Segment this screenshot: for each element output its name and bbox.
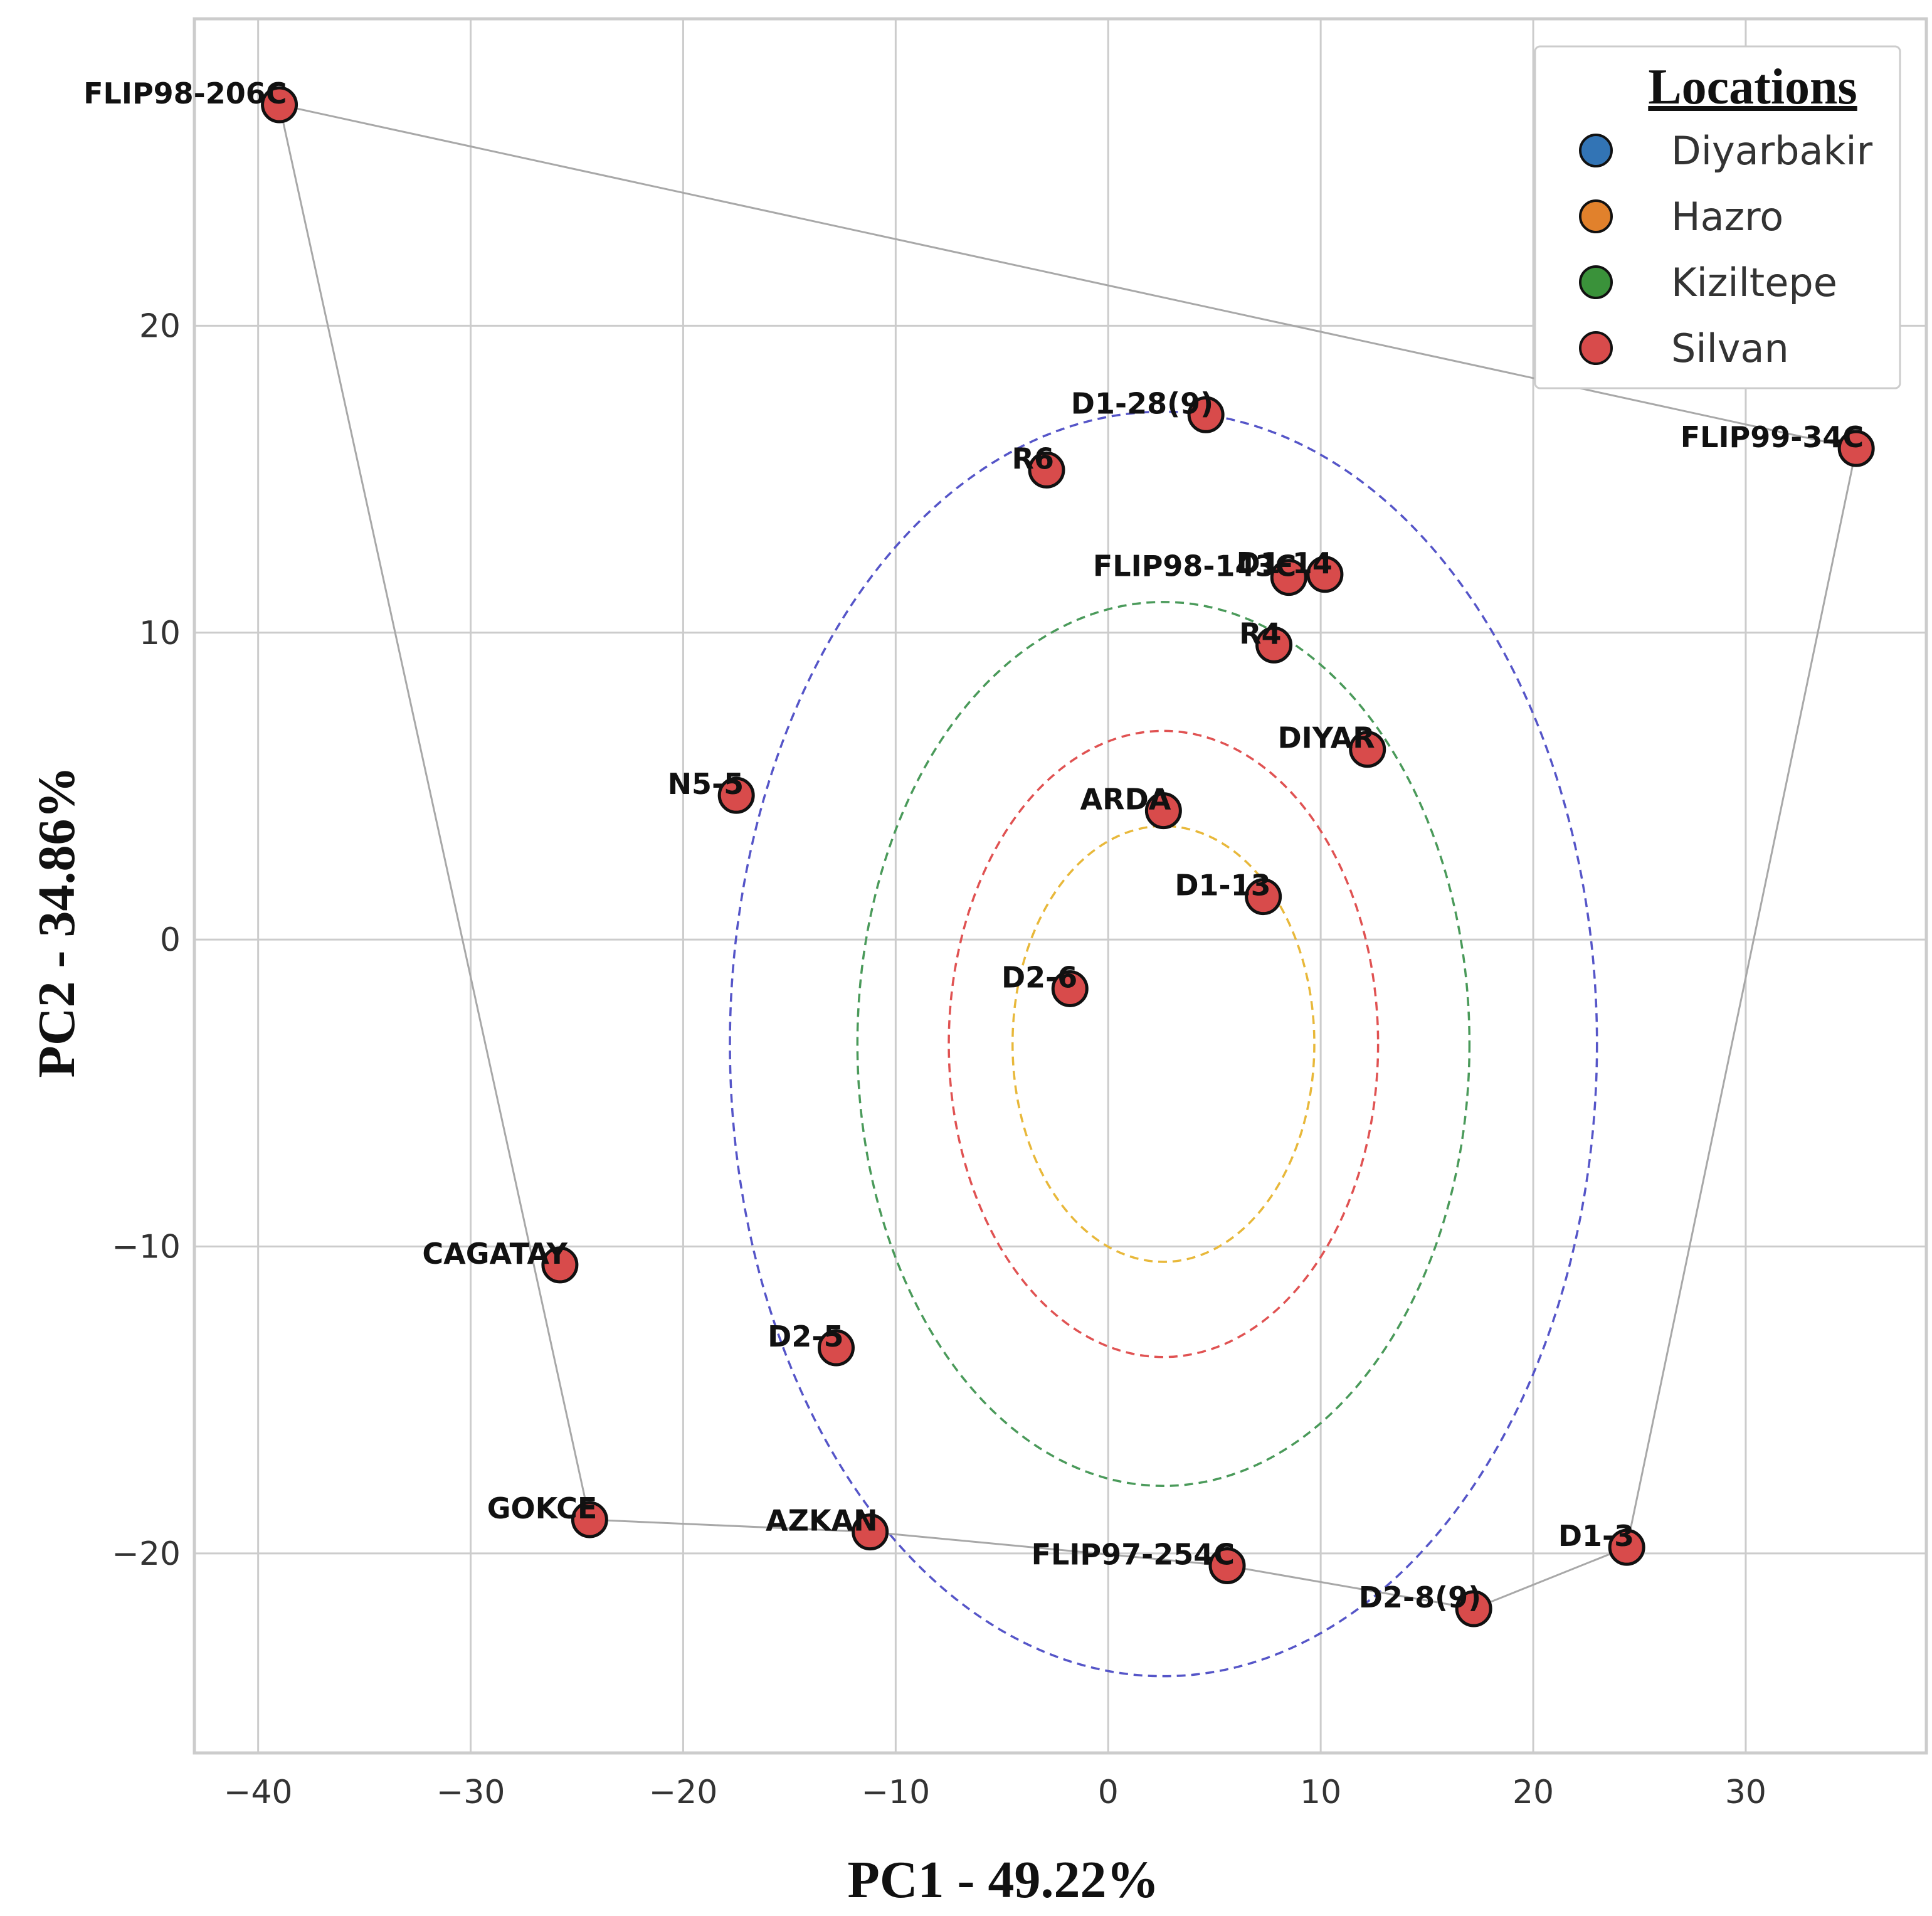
hull-line <box>278 103 1857 1610</box>
x-axis-title: PC1 - 49.22% <box>848 1851 1159 1909</box>
y-axis-title: PC2 - 34.86% <box>28 766 86 1078</box>
y-tick-label: −20 <box>112 1535 181 1573</box>
legend-marker <box>1579 199 1613 233</box>
x-tick-label: −10 <box>861 1774 930 1811</box>
data-point <box>1608 1528 1645 1566</box>
legend-entries: Diyarbakir Hazro Kiziltepe Silvan <box>1579 128 1873 371</box>
point-label: FLIP98-143C <box>1093 549 1296 583</box>
x-tick-label: −20 <box>649 1774 718 1811</box>
data-point <box>1349 731 1386 768</box>
legend-label: Hazro <box>1671 194 1783 240</box>
data-point <box>1306 556 1344 593</box>
confidence-ellipse <box>948 729 1380 1358</box>
convex-hull <box>278 103 1857 1610</box>
x-tick-label: 10 <box>1300 1774 1341 1811</box>
confidence-ellipses <box>729 410 1598 1678</box>
data-point <box>852 1513 889 1551</box>
legend-box <box>1534 45 1901 389</box>
point-label: FLIP99-34C <box>1681 420 1864 454</box>
data-point <box>1051 970 1089 1007</box>
legend: Locations Diyarbakir Hazro Kiziltepe Silvan <box>1534 45 1901 389</box>
y-tick-label: 10 <box>139 615 181 652</box>
legend-label: Silvan <box>1671 326 1789 371</box>
confidence-ellipse <box>729 410 1598 1678</box>
x-tick-label: −30 <box>436 1774 505 1811</box>
legend-marker <box>1579 134 1613 167</box>
data-point <box>571 1501 608 1538</box>
point-label: N5-5 <box>668 767 744 801</box>
confidence-ellipse <box>1011 825 1316 1263</box>
data-point <box>1187 396 1225 433</box>
data-point <box>717 776 755 814</box>
data-point <box>1455 1590 1492 1628</box>
x-tick-label: 0 <box>1098 1774 1119 1811</box>
point-label: FLIP97-254C <box>1032 1537 1235 1571</box>
point-label: FLIP98-206C <box>83 77 287 110</box>
data-points <box>261 86 1875 1628</box>
y-tick-label: −10 <box>112 1229 181 1266</box>
point-label: GOKCE <box>487 1491 598 1525</box>
data-point <box>1245 878 1282 916</box>
legend-marker <box>1579 265 1613 299</box>
data-point <box>541 1246 579 1284</box>
point-label: CAGATAY <box>422 1237 567 1271</box>
point-label: ARDA <box>1080 783 1171 817</box>
y-tick-label: 0 <box>160 921 181 959</box>
point-label: D2-5 <box>768 1320 843 1353</box>
axis-ticks: −40 −30 −20 −10 0 10 20 30 −20 −10 0 10 20 <box>112 307 1766 1811</box>
y-tick-label: 20 <box>139 307 181 345</box>
confidence-ellipse <box>856 601 1471 1487</box>
data-point <box>1270 559 1307 596</box>
point-label: D1-28(9) <box>1071 386 1213 420</box>
point-label: DIYAR <box>1277 721 1375 755</box>
x-tick-label: 20 <box>1512 1774 1554 1811</box>
point-label: R4 <box>1239 617 1281 650</box>
point-label: AZKAN <box>766 1504 878 1538</box>
point-label: D1-13 <box>1175 869 1270 902</box>
point-label: D2-8(9) <box>1359 1580 1481 1614</box>
data-point <box>1144 792 1182 830</box>
legend-label: Diyarbakir <box>1671 128 1873 174</box>
data-point <box>1028 451 1065 489</box>
plot-frame <box>193 17 1928 1755</box>
data-point <box>1255 626 1293 664</box>
point-label: D1-14 <box>1237 546 1333 580</box>
point-label: D2-6 <box>1001 960 1077 994</box>
legend-label: Kiziltepe <box>1671 260 1837 305</box>
point-label: R6 <box>1012 442 1054 475</box>
data-point <box>1837 430 1875 467</box>
point-label: D1-3 <box>1558 1519 1634 1553</box>
data-point <box>817 1329 855 1367</box>
data-point <box>1208 1547 1246 1584</box>
x-tick-label: 30 <box>1725 1774 1766 1811</box>
x-tick-label: −40 <box>224 1774 293 1811</box>
legend-title: Locations <box>1648 60 1857 115</box>
legend-marker <box>1579 331 1613 365</box>
data-point <box>261 86 298 124</box>
point-labels: FLIP98-206C D1-28(9) FLIP99-34C R6 FLIP98-14… <box>83 77 1864 1614</box>
